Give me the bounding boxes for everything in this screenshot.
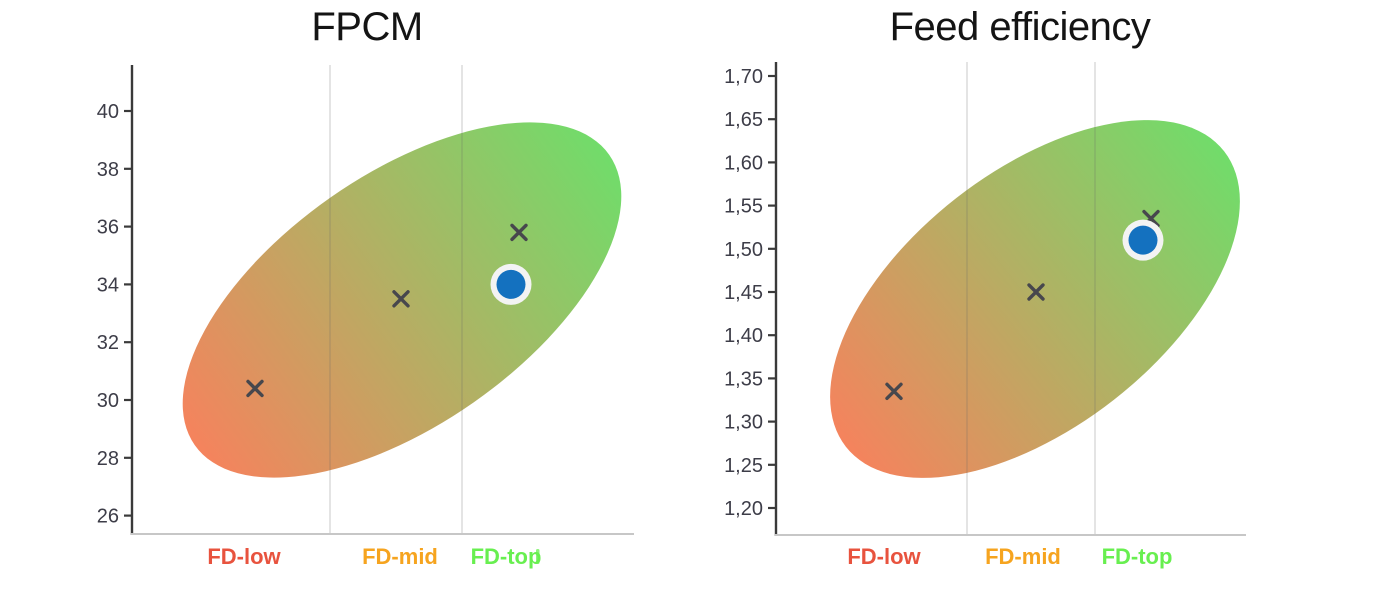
performance-band [830, 120, 1240, 478]
x-marker-fd-mid[interactable] [392, 290, 410, 308]
y-tick-label: 1,60 [724, 152, 763, 174]
chart-panel-feed-efficiency: Feed efficiency 1,70 1,65 1,60 1,55 1,50 1,45… [700, 0, 1400, 600]
category-label-fd-top: FD-top [471, 544, 542, 569]
y-tick-label: 1,35 [724, 368, 763, 390]
y-tick-label: 32 [97, 332, 119, 354]
clipped-label-fragment [536, 549, 540, 564]
y-tick-label: 1,30 [724, 412, 763, 434]
category-label-fd-low: FD-low [847, 544, 921, 569]
y-tick-label: 1,20 [724, 498, 763, 520]
y-tick-label: 1,40 [724, 325, 763, 347]
y-tick-label: 1,25 [724, 455, 763, 477]
feed-efficiency-plot: 1,70 1,65 1,60 1,55 1,50 1,45 1,40 1,35 1,30 1,25… [724, 62, 1246, 569]
category-label-fd-mid: FD-mid [362, 544, 438, 569]
chart-panel-fpcm: FPCM 40 38 36 34 32 30 28 26 FD-low FD-mid FD-top [97, 5, 634, 569]
fpcm-plot: 40 38 36 34 32 30 28 26 FD-low FD-mid FD-top [97, 65, 634, 569]
y-tick-label: 1,50 [724, 239, 763, 261]
highlight-dot[interactable] [496, 269, 526, 299]
y-tick-label: 40 [97, 101, 119, 123]
category-label-fd-mid: FD-mid [985, 544, 1061, 569]
x-marker-fd-low[interactable] [246, 379, 264, 398]
category-label-fd-low: FD-low [207, 544, 281, 569]
y-tick-label: 1,65 [724, 109, 763, 131]
y-tick-label: 34 [97, 274, 119, 296]
x-marker-fd-top[interactable] [510, 223, 528, 242]
y-tick-label: 26 [97, 506, 119, 528]
y-tick-label: 38 [97, 159, 119, 181]
y-tick-label: 30 [97, 390, 119, 412]
y-tick-label: 1,45 [724, 282, 763, 304]
y-tick-label: 1,55 [724, 196, 763, 218]
y-tick-label: 36 [97, 217, 119, 239]
chart-title-fpcm: FPCM [311, 5, 423, 49]
x-marker-fd-low[interactable] [885, 382, 903, 401]
y-tick-label: 1,70 [724, 66, 763, 88]
category-label-fd-top: FD-top [1102, 544, 1173, 569]
highlight-dot[interactable] [1128, 225, 1158, 255]
x-marker-fd-mid[interactable] [1027, 283, 1045, 301]
y-tick-label: 28 [97, 448, 119, 470]
chart-title-feed-efficiency: Feed efficiency [889, 5, 1151, 49]
